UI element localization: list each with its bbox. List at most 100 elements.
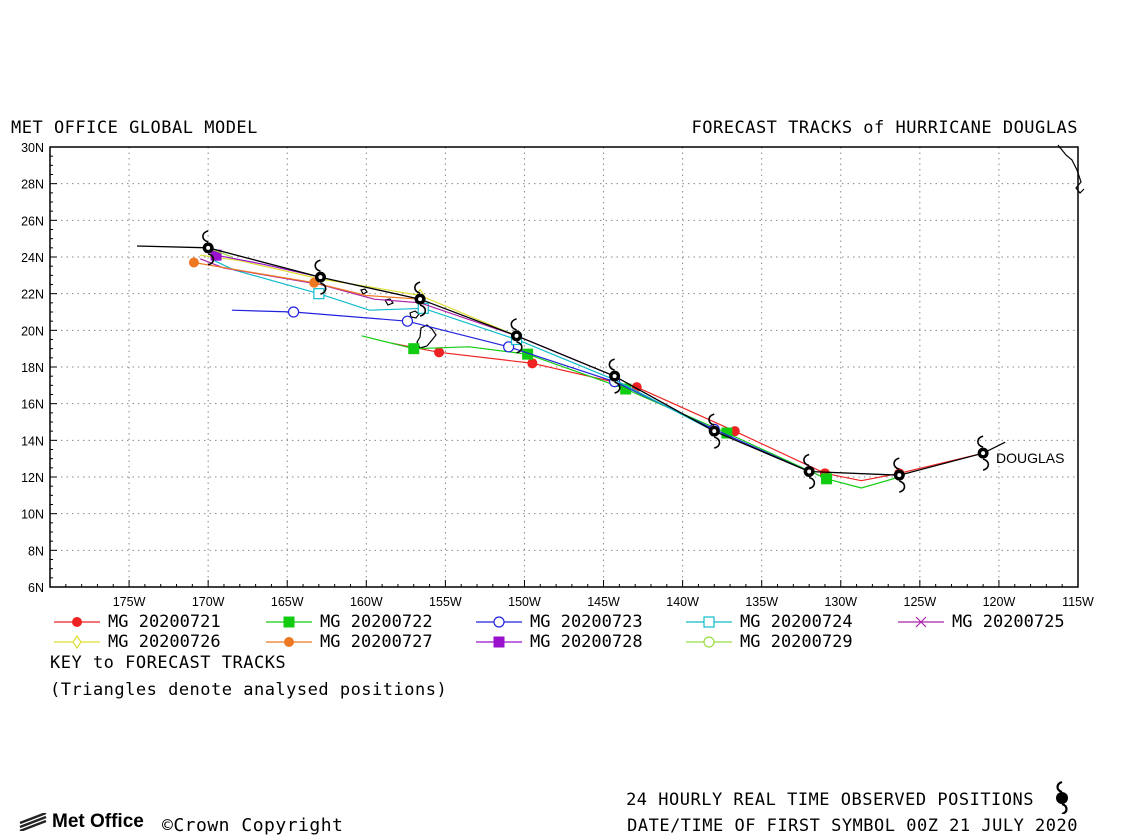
forecast-track-marker	[188, 257, 199, 268]
y-tick-label: 22N	[21, 288, 44, 302]
legend-marker	[915, 616, 927, 628]
forecast-track-line	[361, 335, 900, 489]
x-tick-label: 175W	[113, 595, 146, 609]
hurricane-symbol-icon	[1056, 780, 1068, 814]
forecast-track-marker	[408, 343, 420, 355]
hurricane-position-icon	[893, 457, 906, 493]
legend-label: MG 20200728	[530, 632, 643, 652]
legend-item: MG 20200724	[684, 612, 853, 632]
legend-label: MG 20200721	[108, 612, 221, 632]
legend-marker	[284, 637, 294, 647]
legend-label: MG 20200724	[740, 612, 853, 632]
legend-swatch	[54, 617, 100, 627]
mexico-coastline	[1057, 144, 1085, 194]
legend-item: MG 20200725	[896, 612, 1065, 632]
y-tick-label: 14N	[21, 434, 44, 448]
hawaii-island-kauai	[360, 288, 368, 295]
plot-frame	[49, 146, 1079, 588]
legend-marker	[703, 636, 715, 648]
legend-item: MG 20200727	[264, 632, 433, 652]
x-tick-label: 170W	[192, 595, 225, 609]
x-tick-label: 145W	[587, 595, 620, 609]
forecast-track-marker	[287, 306, 300, 318]
legend-item: MG 20200729	[684, 632, 853, 652]
legend: MG 20200721 MG 20200722 MG 20200723 MG 2020…	[52, 612, 1122, 656]
y-axis-ticks: 6N 8N 10N 12N 14N 16N 18N 20N 22N 24N 26N 28N 30N	[21, 141, 44, 595]
hawaii-island-maui	[409, 310, 420, 319]
legend-swatch	[54, 634, 100, 650]
legend-label: MG 20200722	[320, 612, 433, 632]
legend-label: MG 20200729	[740, 632, 853, 652]
forecast-track-marker	[434, 347, 445, 358]
legend-note: (Triangles denote analysed positions)	[50, 680, 448, 700]
x-tick-label: 150W	[508, 595, 541, 609]
x-tick-label: 115W	[1062, 595, 1094, 609]
met-office-logo-icon	[19, 813, 47, 831]
x-axis-ticks: 175W 170W 165W 160W 155W 150W 145W 140W 135W 130W…	[113, 595, 1094, 609]
forecast-track-line	[391, 342, 984, 482]
forecast-track-marker	[620, 383, 632, 395]
legend-label: MG 20200726	[108, 632, 221, 652]
y-tick-label: 8N	[28, 544, 44, 558]
legend-item: MG 20200723	[474, 612, 643, 632]
first-symbol-datetime: DATE/TIME OF FIRST SYMBOL 00Z 21 JULY 20…	[627, 816, 1078, 836]
y-tick-label: 16N	[21, 398, 44, 412]
legend-item: MG 20200721	[52, 612, 221, 632]
y-tick-label: 28N	[21, 178, 44, 192]
hurricane-position-icon	[977, 435, 990, 471]
x-tick-label: 140W	[666, 595, 699, 609]
x-tick-label: 125W	[904, 595, 937, 609]
observed-positions-note: 24 HOURLY REAL TIME OBSERVED POSITIONS	[626, 790, 1034, 810]
legend-swatch	[898, 616, 944, 628]
storm-name-label: DOUGLAS	[996, 450, 1064, 466]
y-tick-label: 12N	[21, 471, 44, 485]
legend-item: MG 20200728	[474, 632, 643, 652]
copyright-text: ©Crown Copyright	[162, 815, 344, 836]
met-office-logo: Met Office	[18, 811, 144, 833]
hurricane-position-icon	[803, 453, 816, 490]
legend-label: MG 20200725	[952, 612, 1065, 632]
x-tick-label: 120W	[983, 595, 1016, 609]
chart-source-title: MET OFFICE GLOBAL MODEL	[11, 118, 258, 138]
forecast-track-line	[215, 254, 321, 278]
legend-swatch	[266, 616, 312, 628]
legend-swatch	[686, 616, 732, 628]
forecast-track-marker	[401, 315, 414, 327]
chart-title: FORECAST TRACKS of HURRICANE DOUGLAS	[691, 118, 1078, 138]
legend-marker	[283, 616, 295, 628]
x-tick-label: 130W	[824, 595, 857, 609]
forecast-track-line	[214, 260, 715, 432]
hurricane-position-icon	[414, 281, 427, 317]
forecast-track-marker	[527, 358, 538, 369]
legend-label: MG 20200723	[530, 612, 643, 632]
legend-swatch	[266, 637, 312, 647]
forecast-track-marker	[313, 288, 325, 300]
y-tick-label: 26N	[21, 214, 44, 228]
hurricane-position-icon	[510, 318, 523, 354]
x-tick-label: 135W	[745, 595, 778, 609]
x-tick-label: 155W	[429, 595, 462, 609]
y-tick-label: 18N	[21, 361, 44, 375]
observed-track-line	[136, 245, 1006, 476]
x-tick-label: 165W	[271, 595, 304, 609]
hawaii-island-oahu	[384, 298, 394, 306]
y-tick-label: 30N	[21, 141, 44, 155]
hurricane-position-icon	[708, 413, 721, 449]
forecast-track-marker	[721, 427, 733, 439]
legend-marker	[72, 634, 82, 650]
hurricane-position-icon	[202, 230, 215, 266]
hurricane-position-icon	[608, 358, 621, 394]
forecast-track-marker	[210, 249, 222, 261]
y-tick-label: 10N	[21, 508, 44, 522]
track-map: 175W 170W 165W 160W 155W 150W 145W 140W 135W 130W…	[21, 141, 1094, 609]
forecast-track-marker	[522, 348, 534, 360]
observed-track	[136, 230, 1006, 493]
met-office-logo-text: Met Office	[52, 811, 144, 832]
legend-item: MG 20200722	[264, 612, 433, 632]
forecast-track-marker	[821, 473, 833, 485]
legend-marker	[72, 617, 82, 627]
forecast-tracks	[188, 247, 989, 489]
legend-marker	[493, 636, 505, 648]
legend-marker	[493, 616, 505, 628]
legend-swatch	[476, 636, 522, 648]
